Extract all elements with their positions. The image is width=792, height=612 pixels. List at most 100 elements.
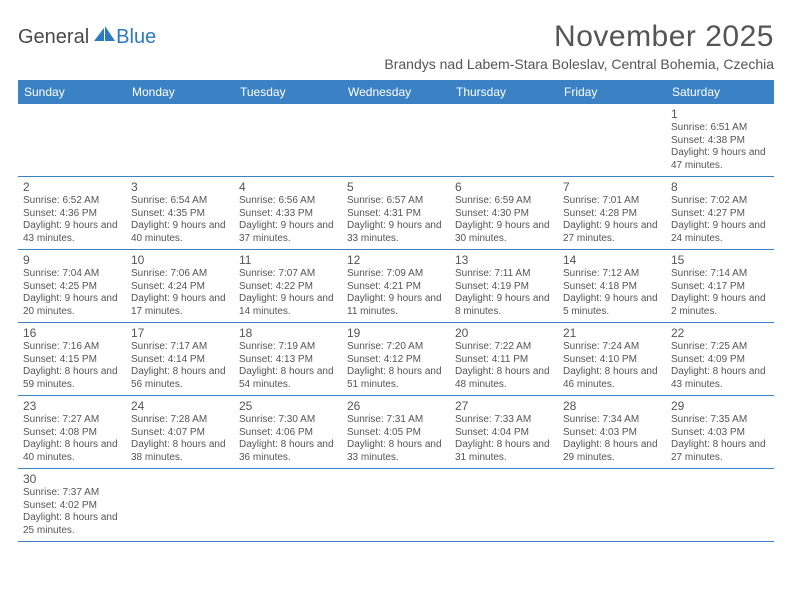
calendar-empty-cell — [666, 469, 774, 541]
day-number: 7 — [563, 180, 661, 194]
calendar-day-cell: 11Sunrise: 7:07 AMSunset: 4:22 PMDayligh… — [234, 250, 342, 322]
weekday-header: Saturday — [666, 80, 774, 104]
calendar-day-cell: 17Sunrise: 7:17 AMSunset: 4:14 PMDayligh… — [126, 323, 234, 395]
day-sun-info: Sunrise: 7:20 AMSunset: 4:12 PMDaylight:… — [347, 341, 445, 391]
day-number: 8 — [671, 180, 769, 194]
calendar-empty-cell — [126, 104, 234, 176]
page-header: General Blue November 2025 Brandys nad L… — [18, 20, 774, 72]
calendar-day-cell: 23Sunrise: 7:27 AMSunset: 4:08 PMDayligh… — [18, 396, 126, 468]
day-sun-info: Sunrise: 7:30 AMSunset: 4:06 PMDaylight:… — [239, 414, 337, 464]
day-number: 2 — [23, 180, 121, 194]
logo-text-blue: Blue — [116, 26, 156, 49]
calendar-week-row: 9Sunrise: 7:04 AMSunset: 4:25 PMDaylight… — [18, 250, 774, 323]
calendar-week-row: 1Sunrise: 6:51 AMSunset: 4:38 PMDaylight… — [18, 104, 774, 177]
location-subtitle: Brandys nad Labem-Stara Boleslav, Centra… — [384, 56, 774, 72]
day-number: 20 — [455, 326, 553, 340]
day-sun-info: Sunrise: 7:27 AMSunset: 4:08 PMDaylight:… — [23, 414, 121, 464]
calendar-grid: 1Sunrise: 6:51 AMSunset: 4:38 PMDaylight… — [18, 104, 774, 542]
calendar-day-cell: 3Sunrise: 6:54 AMSunset: 4:35 PMDaylight… — [126, 177, 234, 249]
calendar-day-cell: 6Sunrise: 6:59 AMSunset: 4:30 PMDaylight… — [450, 177, 558, 249]
calendar-empty-cell — [450, 104, 558, 176]
calendar-day-cell: 8Sunrise: 7:02 AMSunset: 4:27 PMDaylight… — [666, 177, 774, 249]
weekday-header: Friday — [558, 80, 666, 104]
calendar-empty-cell — [558, 469, 666, 541]
calendar-empty-cell — [450, 469, 558, 541]
day-number: 30 — [23, 472, 121, 486]
day-sun-info: Sunrise: 7:17 AMSunset: 4:14 PMDaylight:… — [131, 341, 229, 391]
day-number: 15 — [671, 253, 769, 267]
day-number: 27 — [455, 399, 553, 413]
day-sun-info: Sunrise: 7:25 AMSunset: 4:09 PMDaylight:… — [671, 341, 769, 391]
day-number: 19 — [347, 326, 445, 340]
day-sun-info: Sunrise: 7:19 AMSunset: 4:13 PMDaylight:… — [239, 341, 337, 391]
day-number: 17 — [131, 326, 229, 340]
calendar-day-cell: 5Sunrise: 6:57 AMSunset: 4:31 PMDaylight… — [342, 177, 450, 249]
calendar-day-cell: 27Sunrise: 7:33 AMSunset: 4:04 PMDayligh… — [450, 396, 558, 468]
calendar-day-cell: 7Sunrise: 7:01 AMSunset: 4:28 PMDaylight… — [558, 177, 666, 249]
calendar-day-cell: 22Sunrise: 7:25 AMSunset: 4:09 PMDayligh… — [666, 323, 774, 395]
calendar-day-cell: 9Sunrise: 7:04 AMSunset: 4:25 PMDaylight… — [18, 250, 126, 322]
calendar-day-cell: 24Sunrise: 7:28 AMSunset: 4:07 PMDayligh… — [126, 396, 234, 468]
calendar-day-cell: 28Sunrise: 7:34 AMSunset: 4:03 PMDayligh… — [558, 396, 666, 468]
day-sun-info: Sunrise: 6:56 AMSunset: 4:33 PMDaylight:… — [239, 195, 337, 245]
day-sun-info: Sunrise: 7:11 AMSunset: 4:19 PMDaylight:… — [455, 268, 553, 318]
day-number: 9 — [23, 253, 121, 267]
day-sun-info: Sunrise: 6:59 AMSunset: 4:30 PMDaylight:… — [455, 195, 553, 245]
day-sun-info: Sunrise: 7:02 AMSunset: 4:27 PMDaylight:… — [671, 195, 769, 245]
day-sun-info: Sunrise: 7:07 AMSunset: 4:22 PMDaylight:… — [239, 268, 337, 318]
calendar-empty-cell — [234, 104, 342, 176]
calendar-day-cell: 16Sunrise: 7:16 AMSunset: 4:15 PMDayligh… — [18, 323, 126, 395]
calendar-week-row: 2Sunrise: 6:52 AMSunset: 4:36 PMDaylight… — [18, 177, 774, 250]
day-number: 24 — [131, 399, 229, 413]
calendar-day-cell: 14Sunrise: 7:12 AMSunset: 4:18 PMDayligh… — [558, 250, 666, 322]
calendar-day-cell: 4Sunrise: 6:56 AMSunset: 4:33 PMDaylight… — [234, 177, 342, 249]
logo: General Blue — [18, 20, 156, 49]
calendar-day-cell: 21Sunrise: 7:24 AMSunset: 4:10 PMDayligh… — [558, 323, 666, 395]
calendar-day-cell: 18Sunrise: 7:19 AMSunset: 4:13 PMDayligh… — [234, 323, 342, 395]
day-sun-info: Sunrise: 7:31 AMSunset: 4:05 PMDaylight:… — [347, 414, 445, 464]
calendar-day-cell: 25Sunrise: 7:30 AMSunset: 4:06 PMDayligh… — [234, 396, 342, 468]
calendar-day-cell: 10Sunrise: 7:06 AMSunset: 4:24 PMDayligh… — [126, 250, 234, 322]
day-number: 4 — [239, 180, 337, 194]
weekday-header: Tuesday — [234, 80, 342, 104]
calendar-week-row: 23Sunrise: 7:27 AMSunset: 4:08 PMDayligh… — [18, 396, 774, 469]
logo-text-general: General — [18, 26, 89, 49]
title-block: November 2025 Brandys nad Labem-Stara Bo… — [384, 20, 774, 72]
day-number: 16 — [23, 326, 121, 340]
day-number: 12 — [347, 253, 445, 267]
day-sun-info: Sunrise: 6:52 AMSunset: 4:36 PMDaylight:… — [23, 195, 121, 245]
day-sun-info: Sunrise: 7:24 AMSunset: 4:10 PMDaylight:… — [563, 341, 661, 391]
calendar-empty-cell — [234, 469, 342, 541]
day-sun-info: Sunrise: 7:16 AMSunset: 4:15 PMDaylight:… — [23, 341, 121, 391]
day-number: 6 — [455, 180, 553, 194]
day-number: 29 — [671, 399, 769, 413]
day-sun-info: Sunrise: 6:57 AMSunset: 4:31 PMDaylight:… — [347, 195, 445, 245]
day-number: 3 — [131, 180, 229, 194]
weekday-header: Thursday — [450, 80, 558, 104]
weekday-header: Wednesday — [342, 80, 450, 104]
calendar-day-cell: 2Sunrise: 6:52 AMSunset: 4:36 PMDaylight… — [18, 177, 126, 249]
day-sun-info: Sunrise: 7:28 AMSunset: 4:07 PMDaylight:… — [131, 414, 229, 464]
calendar-page: General Blue November 2025 Brandys nad L… — [0, 0, 792, 562]
day-sun-info: Sunrise: 7:37 AMSunset: 4:02 PMDaylight:… — [23, 487, 121, 537]
weekday-header-row: Sunday Monday Tuesday Wednesday Thursday… — [18, 80, 774, 104]
day-number: 28 — [563, 399, 661, 413]
day-number: 14 — [563, 253, 661, 267]
calendar-empty-cell — [558, 104, 666, 176]
day-sun-info: Sunrise: 6:54 AMSunset: 4:35 PMDaylight:… — [131, 195, 229, 245]
calendar: Sunday Monday Tuesday Wednesday Thursday… — [18, 80, 774, 542]
day-sun-info: Sunrise: 7:35 AMSunset: 4:03 PMDaylight:… — [671, 414, 769, 464]
day-number: 22 — [671, 326, 769, 340]
day-sun-info: Sunrise: 6:51 AMSunset: 4:38 PMDaylight:… — [671, 122, 769, 172]
day-sun-info: Sunrise: 7:33 AMSunset: 4:04 PMDaylight:… — [455, 414, 553, 464]
day-number: 5 — [347, 180, 445, 194]
calendar-day-cell: 29Sunrise: 7:35 AMSunset: 4:03 PMDayligh… — [666, 396, 774, 468]
day-number: 1 — [671, 107, 769, 121]
calendar-empty-cell — [342, 104, 450, 176]
calendar-day-cell: 15Sunrise: 7:14 AMSunset: 4:17 PMDayligh… — [666, 250, 774, 322]
calendar-day-cell: 20Sunrise: 7:22 AMSunset: 4:11 PMDayligh… — [450, 323, 558, 395]
day-number: 21 — [563, 326, 661, 340]
day-sun-info: Sunrise: 7:34 AMSunset: 4:03 PMDaylight:… — [563, 414, 661, 464]
day-sun-info: Sunrise: 7:09 AMSunset: 4:21 PMDaylight:… — [347, 268, 445, 318]
day-number: 13 — [455, 253, 553, 267]
